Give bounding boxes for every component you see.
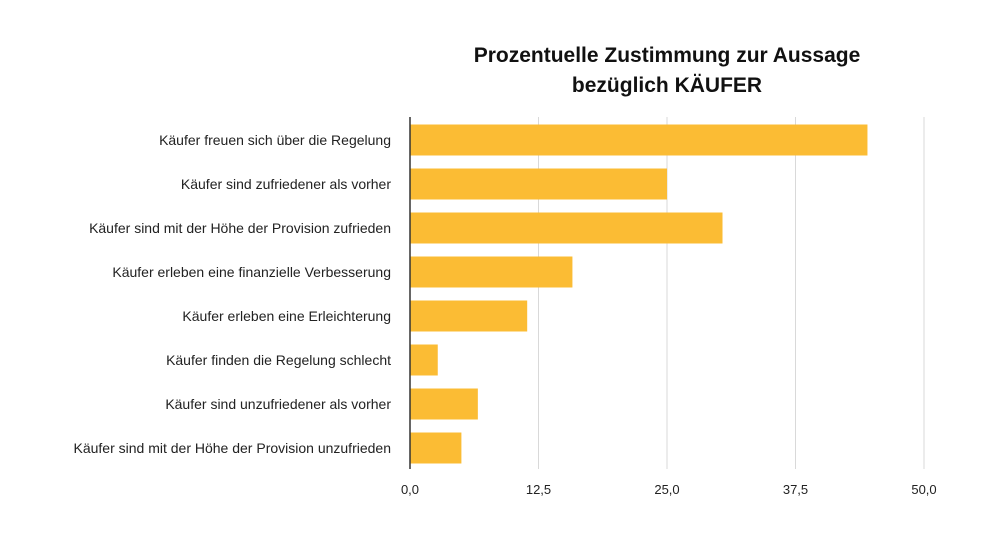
bar [410,300,528,332]
category-labels: Käufer freuen sich über die Regelung Käuf… [73,132,391,456]
bar [410,344,438,376]
bar [410,212,723,244]
category-label: Käufer finden die Regelung schlecht [166,352,391,368]
x-tick-label: 37,5 [783,482,808,497]
bar [410,124,868,156]
x-tick-labels: 0,0 12,5 25,0 37,5 50,0 [401,482,937,497]
x-tick-label: 12,5 [526,482,551,497]
x-tick-label: 50,0 [911,482,936,497]
bar [410,388,478,420]
bar [410,432,462,464]
bar [410,168,667,200]
category-label: Käufer freuen sich über die Regelung [159,132,391,148]
category-label: Käufer erleben eine Erleichterung [182,308,391,324]
x-tick-label: 25,0 [654,482,679,497]
category-label: Käufer erleben eine finanzielle Verbesse… [112,264,391,280]
chart-title: Prozentuelle Zustimmung zur Aussage [474,44,861,67]
x-tick-label: 0,0 [401,482,419,497]
category-label: Käufer sind unzufriedener als vorher [165,396,391,412]
category-label: Käufer sind zufriedener als vorher [181,176,391,192]
bar [410,256,573,288]
category-label: Käufer sind mit der Höhe der Provision u… [73,440,391,456]
chart-subtitle: bezüglich KÄUFER [572,74,762,97]
bars [410,124,868,464]
category-label: Käufer sind mit der Höhe der Provision z… [89,220,391,236]
